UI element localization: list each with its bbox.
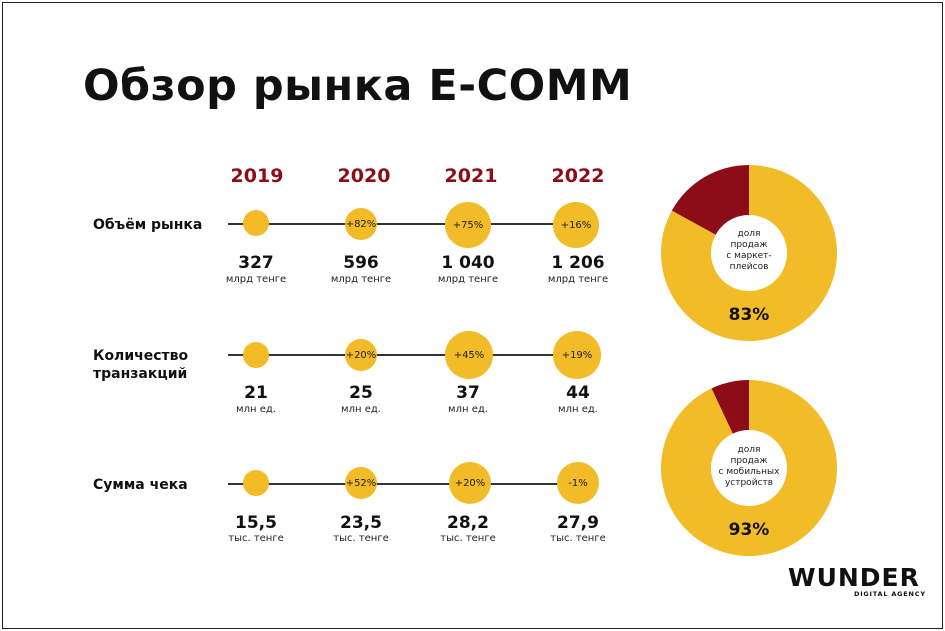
growth-label: +75% [452,219,484,231]
bubble-transactions-2021: +45% [445,331,493,379]
year-label-2022: 2022 [551,165,605,187]
donut-value-mobile: 93% [728,520,770,540]
growth-label: +20% [454,477,486,489]
donut-label-line: с маркет- [726,251,772,261]
unit-label: млрд тенге [225,274,287,285]
bubble-average-check-2021: +20% [449,462,491,504]
donut-label-line: плейсов [729,262,769,272]
unit-label: млрд тенге [547,274,609,285]
unit-label: млн ед. [236,404,276,415]
value-transactions-2021: 37 [456,383,480,403]
donut-label-line: с мобильных [718,467,780,477]
donut-label-line: продаж [730,240,768,250]
value-market-volume-2020: 596 [343,253,379,273]
brand-logo: WUNDER [788,563,920,592]
donut-hole [711,430,787,506]
page-title: Обзор рынка E-COMM [83,61,633,111]
value-average-check-2022: 27,9 [557,513,599,533]
unit-label: тыс. тенге [440,533,496,544]
growth-label: +45% [453,349,485,361]
donut-label-mobile: доля продаж с мобильных устройств [704,445,794,489]
value-transactions-2019: 21 [244,383,268,403]
unit-label: млрд тенге [330,274,392,285]
bubble-market-volume-2021: +75% [445,202,491,248]
bubble-average-check-2019 [243,470,269,496]
bubble-transactions-2022: +19% [553,331,601,379]
donut-label-marketplaces: доля продаж с маркет- плейсов [704,229,794,273]
growth-label: +52% [345,477,377,489]
value-transactions-2020: 25 [349,383,373,403]
donut-chart-marketplaces [661,165,837,341]
value-transactions-2022: 44 [566,383,590,403]
row-label-market-volume: Объём рынка [93,217,203,233]
value-market-volume-2021: 1 040 [441,253,495,273]
bubble-transactions-2019 [243,342,269,368]
row-label-transactions: Количество транзакций [93,347,188,383]
timeline-line-market-volume [228,223,583,225]
growth-label: +20% [345,349,377,361]
growth-label: +19% [561,349,593,361]
year-label-2019: 2019 [230,165,284,187]
year-label-2021: 2021 [444,165,498,187]
donut-chart-mobile [661,380,837,556]
unit-label: млн ед. [341,404,381,415]
bubble-average-check-2022: -1% [557,462,599,504]
value-average-check-2021: 28,2 [447,513,489,533]
row-label-line: транзакций [93,366,188,382]
donut-label-line: доля [737,445,761,455]
growth-label: -1% [568,477,588,489]
bubble-market-volume-2019 [243,210,269,236]
donut-hole [711,215,787,291]
bubble-transactions-2020: +20% [345,339,377,371]
row-label-average-check: Сумма чека [93,477,188,493]
timeline-line-transactions [228,354,583,356]
unit-label: млрд тенге [437,274,499,285]
growth-label: +16% [560,219,592,231]
value-average-check-2020: 23,5 [340,513,382,533]
bubble-market-volume-2022: +16% [553,202,599,248]
value-market-volume-2019: 327 [238,253,274,273]
brand-tagline: DIGITAL AGENCY [854,590,926,598]
row-label-line: Количество [93,348,189,364]
timeline-line-average-check [228,483,583,485]
value-market-volume-2022: 1 206 [551,253,605,273]
donut-value-marketplaces: 83% [728,305,770,325]
donut-label-line: устройств [724,478,774,488]
unit-label: млн ед. [558,404,598,415]
value-average-check-2019: 15,5 [235,513,277,533]
bubble-market-volume-2020: +82% [345,208,377,240]
unit-label: тыс. тенге [228,533,284,544]
bubble-average-check-2020: +52% [345,467,377,499]
donut-label-line: продаж [730,456,768,466]
unit-label: млн ед. [448,404,488,415]
growth-label: +82% [345,218,377,230]
unit-label: тыс. тенге [550,533,606,544]
year-label-2020: 2020 [337,165,391,187]
donut-label-line: доля [737,229,761,239]
unit-label: тыс. тенге [333,533,389,544]
